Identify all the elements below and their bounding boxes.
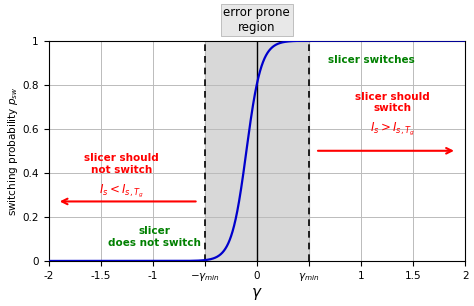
Text: slicer should
not switch: slicer should not switch	[84, 153, 159, 175]
Text: slicer
does not switch: slicer does not switch	[109, 226, 201, 248]
Bar	[205, 41, 309, 261]
Text: $I_s < I_{s,T_g}$: $I_s < I_{s,T_g}$	[99, 183, 144, 200]
Y-axis label: switching probability $p_{sw}$: switching probability $p_{sw}$	[6, 86, 19, 216]
Text: slicer should
switch: slicer should switch	[355, 91, 429, 113]
Text: $I_s > I_{s,T_g}$: $I_s > I_{s,T_g}$	[370, 121, 415, 138]
Text: error prone
region: error prone region	[223, 6, 290, 34]
X-axis label: γ: γ	[252, 285, 261, 300]
Text: slicer switches: slicer switches	[328, 55, 414, 65]
